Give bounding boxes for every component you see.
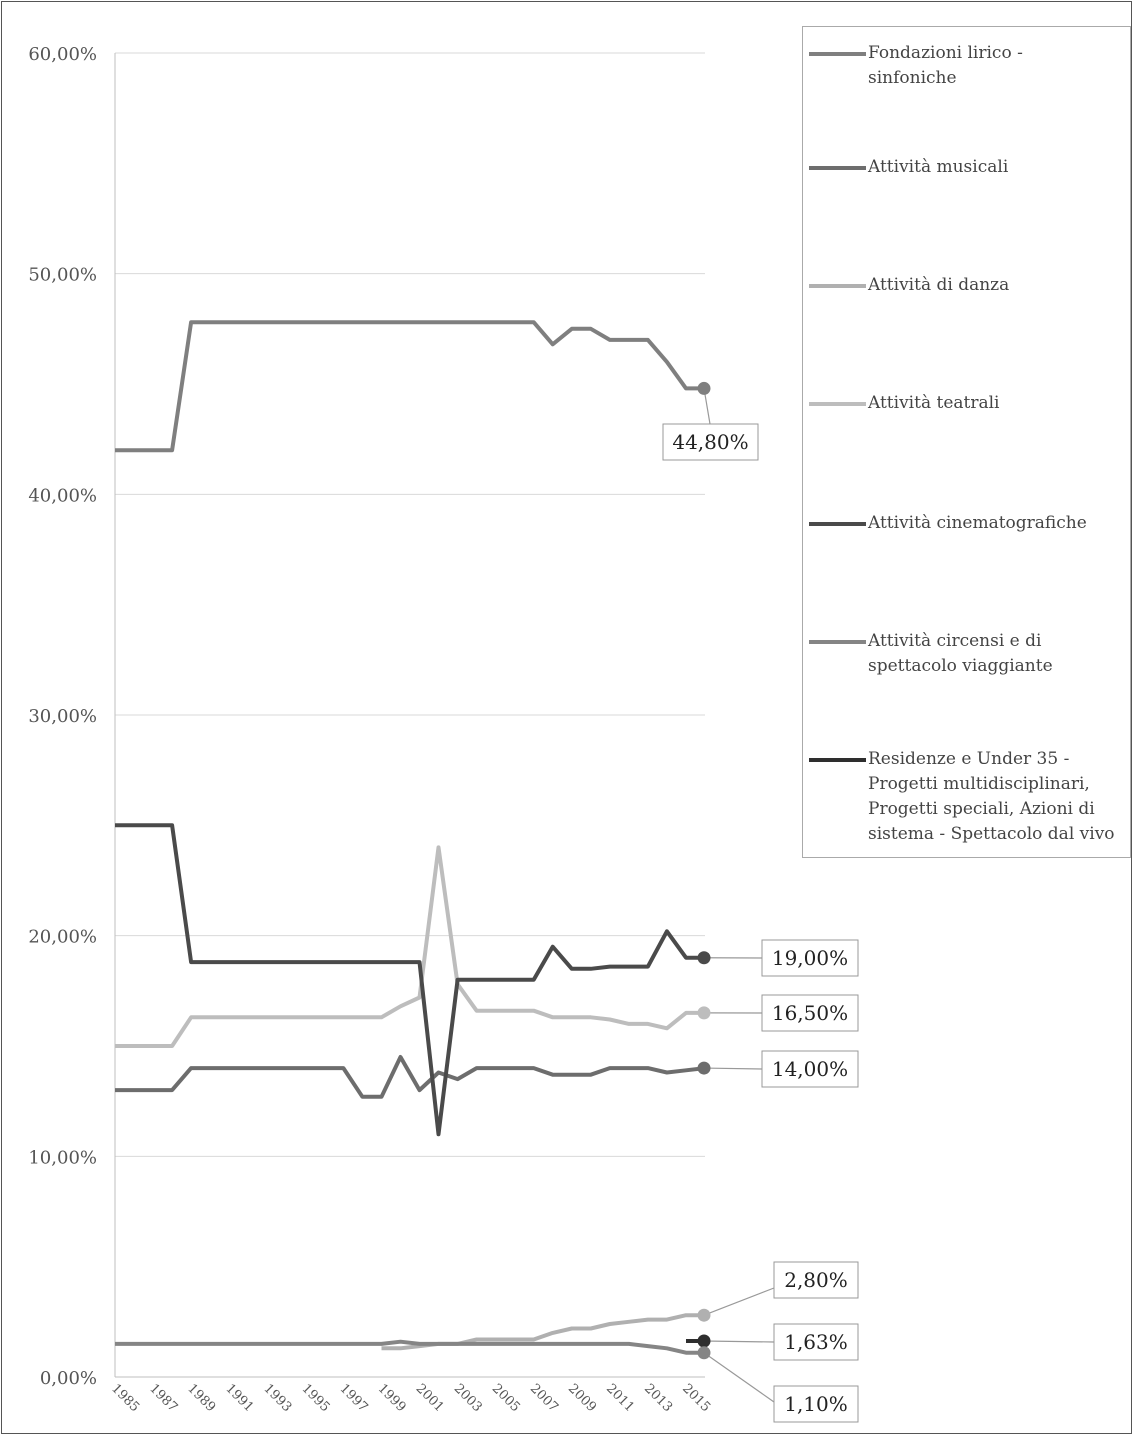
y-tick-label: 0,00% — [40, 1368, 97, 1389]
series-line — [115, 823, 705, 1137]
legend-swatch — [809, 284, 866, 288]
x-tick-label: 2013 — [641, 1381, 675, 1415]
data-label: 2,80% — [784, 1268, 848, 1292]
legend-swatch — [809, 166, 866, 170]
end-point-marker — [697, 381, 711, 395]
end-point-marker — [697, 1334, 711, 1348]
y-tick-label: 20,00% — [28, 927, 97, 948]
legend-label: Residenze e Under 35 - Progetti multidis… — [868, 749, 1115, 844]
x-tick-label: 1999 — [375, 1381, 409, 1415]
x-tick-label: 2007 — [527, 1381, 561, 1415]
x-tick-label: 2011 — [603, 1381, 637, 1415]
callout-box — [773, 1323, 859, 1361]
legend-item-circensi[interactable]: Attività circensi e di spettacolo viaggi… — [809, 629, 1078, 679]
x-tick-label: 1997 — [337, 1381, 371, 1415]
legend-item-residenze[interactable]: Residenze e Under 35 - Progetti multidis… — [809, 747, 1130, 847]
legend: Fondazioni lirico - sinfoniche Attività … — [802, 26, 1131, 858]
series-line — [115, 1339, 705, 1355]
end-point-marker — [697, 1346, 711, 1360]
legend-label: Fondazioni lirico - sinfoniche — [868, 43, 1023, 88]
legend-swatch — [809, 758, 866, 762]
end-point-marker — [697, 1061, 711, 1075]
x-tick-label: 1995 — [298, 1381, 332, 1415]
legend-label: Attività cinematografiche — [868, 513, 1087, 533]
callout-leader — [703, 1352, 775, 1403]
y-tick-label: 40,00% — [28, 485, 97, 506]
data-label: 44,80% — [672, 430, 748, 454]
x-tick-label: 2009 — [565, 1381, 599, 1415]
legend-item-musicali[interactable]: Attività musicali — [809, 155, 1008, 180]
y-tick-label: 60,00% — [28, 44, 97, 65]
x-tick-label: 1985 — [108, 1381, 142, 1415]
legend-swatch — [809, 640, 866, 644]
y-tick-label: 30,00% — [28, 706, 97, 727]
series-line — [115, 1055, 706, 1099]
callout-box — [761, 1050, 859, 1088]
callout-box — [761, 994, 859, 1032]
callout-box — [662, 423, 759, 461]
legend-label: Attività di danza — [868, 275, 1010, 295]
callout-box — [773, 1261, 859, 1299]
x-tick-label: 1989 — [184, 1381, 218, 1415]
x-tick-label: 1991 — [222, 1381, 256, 1415]
x-tick-label: 1993 — [260, 1381, 294, 1415]
end-point-marker — [697, 1006, 711, 1020]
callout-box — [773, 1385, 859, 1423]
series-lines — [115, 320, 706, 1355]
callout-leader — [703, 1340, 775, 1343]
legend-item-danza[interactable]: Attività di danza — [809, 273, 1009, 298]
x-tick-label: 2001 — [413, 1381, 447, 1415]
series-line — [115, 845, 705, 1048]
end-point-marker — [697, 1308, 711, 1322]
data-label: 1,10% — [784, 1392, 848, 1416]
gridlines — [115, 52, 705, 1157]
callout-box — [761, 939, 859, 977]
legend-swatch — [809, 522, 866, 526]
legend-swatch — [809, 52, 866, 56]
x-axis: 1985 1987 1989 1991 1993 1995 1997 1999 2001 2003… — [108, 1376, 713, 1415]
callout-leader — [703, 1067, 763, 1070]
x-tick-label: 1987 — [146, 1381, 180, 1415]
end-point-marker — [697, 951, 711, 965]
series-line — [115, 320, 705, 453]
x-tick-label: 2003 — [451, 1381, 485, 1415]
y-tick-label: 10,00% — [28, 1147, 97, 1168]
x-tick-label: 2005 — [489, 1381, 523, 1415]
data-label: 14,00% — [772, 1057, 848, 1081]
legend-label: Attività musicali — [868, 157, 1009, 177]
x-tick-label: 2015 — [679, 1381, 713, 1415]
end-value-callouts: 44,80% 19,00% 16,50% 14,00% 2,80% 1,63% 1,10% — [662, 381, 859, 1423]
legend-label: Attività circensi e di spettacolo viaggi… — [868, 631, 1053, 676]
data-label: 1,63% — [784, 1330, 848, 1354]
y-axis: 0,00% 10,00% 20,00% 30,00% 40,00% 50,00% 60,00… — [28, 44, 116, 1389]
legend-label: Attività teatrali — [868, 393, 1000, 413]
data-label: 16,50% — [772, 1001, 848, 1025]
legend-item-fondazioni[interactable]: Fondazioni lirico - sinfoniche — [809, 41, 1038, 91]
y-tick-label: 50,00% — [28, 265, 97, 286]
callout-leader — [703, 1287, 775, 1316]
data-label: 19,00% — [772, 946, 848, 970]
legend-swatch — [809, 402, 866, 406]
legend-item-teatrali[interactable]: Attività teatrali — [809, 391, 999, 416]
legend-item-cinematografiche[interactable]: Attività cinematografiche — [809, 511, 1087, 536]
